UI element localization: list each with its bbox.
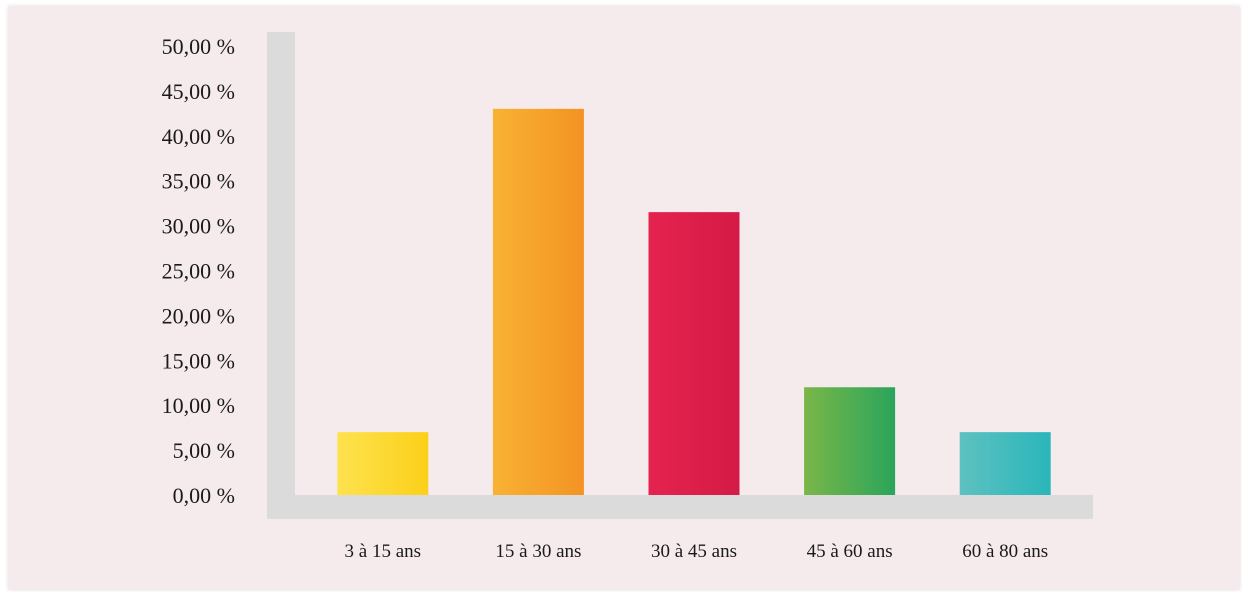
bars: [337, 108, 1051, 496]
y-tick-label: 15,00 %: [162, 348, 235, 373]
y-tick-label: 35,00 %: [162, 169, 235, 194]
y-tick-label: 10,00 %: [162, 393, 235, 418]
y-tick-label: 50,00 %: [162, 34, 235, 59]
x-category-label: 60 à 80 ans: [962, 541, 1048, 562]
bar-4: [804, 387, 896, 495]
bar-5: [959, 432, 1051, 495]
y-tick-label: 30,00 %: [162, 214, 235, 239]
x-category-label: 45 à 60 ans: [807, 541, 893, 562]
x-axis-floor: [267, 495, 1093, 519]
x-category-label: 3 à 15 ans: [345, 541, 422, 562]
x-axis-categories: 3 à 15 ans 15 à 30 ans 30 à 45 ans 45 à 60 …: [345, 541, 1049, 562]
y-tick-label: 40,00 %: [162, 124, 235, 149]
y-tick-label: 25,00 %: [162, 259, 235, 284]
chart-panel: 0,00 % 5,00 % 10,00 % 15,00 % 20,00 % 25,00 %…: [8, 6, 1240, 590]
bar-3: [648, 212, 740, 495]
bar-1: [337, 432, 429, 495]
y-tick-label: 5,00 %: [173, 438, 235, 463]
x-category-label: 15 à 30 ans: [495, 541, 581, 562]
axes: [267, 32, 1093, 519]
y-tick-label: 0,00 %: [173, 483, 235, 508]
y-axis-wall: [267, 32, 295, 519]
bar-chart: 0,00 % 5,00 % 10,00 % 15,00 % 20,00 % 25,00 %…: [162, 32, 1093, 562]
y-tick-label: 45,00 %: [162, 79, 235, 104]
bar-2: [492, 108, 584, 496]
y-axis-ticks: 0,00 % 5,00 % 10,00 % 15,00 % 20,00 % 25,00 %…: [162, 34, 235, 508]
y-tick-label: 20,00 %: [162, 303, 235, 328]
x-category-label: 30 à 45 ans: [651, 541, 737, 562]
